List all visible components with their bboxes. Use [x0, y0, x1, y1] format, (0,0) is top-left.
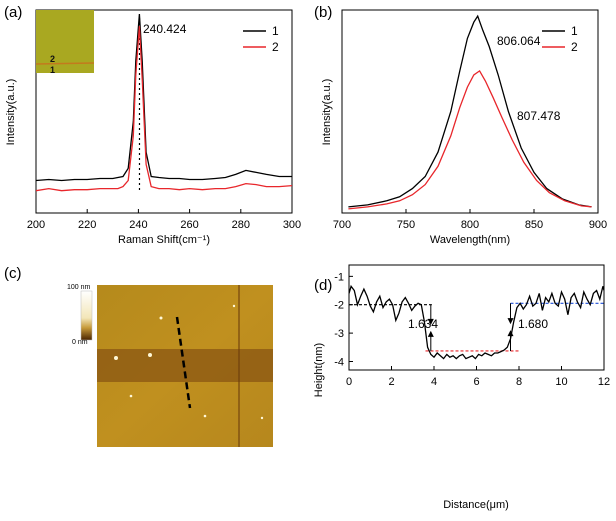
panel-a-y-axis-label: Intensity(a.u.): [5, 79, 17, 146]
afm-particle: [260, 416, 264, 420]
panel-d-plot: [349, 284, 604, 360]
panel-a-plot: [36, 14, 292, 192]
afm-profile-line: [175, 316, 192, 409]
step-arrow-head-up: [507, 330, 514, 337]
panel-c-afm-image: [97, 285, 273, 447]
panel-d-x-ticks: 0 2 4 6 8 10 12: [346, 366, 610, 388]
panel-d-x-axis-label: Distance(μm): [443, 499, 509, 511]
panel-c-colorbar-top-label: 100 nm: [67, 284, 91, 291]
panel-b: (b) 806.064 807.478 1 2 700 750 800 850 900 …: [314, 4, 607, 246]
panel-b-x-tick-label: 700: [333, 219, 351, 231]
panel-a-x-tick-label: 260: [180, 219, 198, 231]
panel-d-y-ticks: -1 -2 -3 -4: [334, 271, 353, 368]
panel-b-x-ticks: 700 750 800 850 900: [333, 209, 607, 231]
inset-label-2: 2: [50, 54, 55, 64]
panel-c-label: (c): [4, 265, 22, 282]
panel-a-peak-annotation: 240.424: [143, 22, 187, 36]
panel-b-annotation-series-2: 807.478: [517, 109, 561, 123]
panel-b-legend-label-2: 2: [571, 40, 578, 54]
panel-d: (d) 1.634 1.680 0 2 4 6 8 10 12 -1 -2 -3 -4 Dista…: [313, 264, 610, 511]
afm-particle: [148, 353, 152, 357]
panel-b-series-1-line: [348, 14, 592, 208]
panel-a-x-axis-label: Raman Shift(cm⁻¹): [118, 234, 210, 246]
inset-label-1: 1: [50, 65, 55, 75]
panel-d-profile-line: [349, 284, 604, 360]
step-arrow-head-down: [507, 318, 514, 325]
afm-particle: [232, 304, 236, 308]
panel-a-x-tick-label: 220: [78, 219, 96, 231]
panel-a-x-ticks: 200 220 240 260 280 300: [27, 209, 301, 231]
panel-d-step-arrow-left: [427, 304, 434, 351]
afm-particle: [203, 414, 207, 418]
panel-b-label: (b): [314, 4, 332, 21]
panel-d-step-annotation-right: 1.680: [518, 317, 548, 331]
inset-flake-edge: [35, 62, 95, 65]
panel-a-x-tick-label: 240: [129, 219, 147, 231]
panel-a: (a) 2 1 240.424 1 2 200 220 240 260 280 300 R…: [4, 4, 301, 246]
panel-b-x-tick-label: 800: [461, 219, 479, 231]
panel-c-colorbar: [80, 290, 93, 341]
panel-d-x-tick-label: 2: [388, 376, 394, 388]
step-arrow-head-down: [427, 318, 434, 325]
panel-d-y-tick-label: -2: [334, 300, 344, 312]
panel-a-x-tick-label: 300: [283, 219, 301, 231]
panel-d-y-tick-label: -1: [334, 271, 344, 283]
panel-b-x-tick-label: 750: [397, 219, 415, 231]
panel-d-frame: [348, 264, 605, 371]
panel-d-y-axis-label: Height(nm): [313, 343, 325, 397]
panel-b-legend-label-1: 1: [571, 24, 578, 38]
panel-d-x-tick-label: 0: [346, 376, 352, 388]
panel-a-inset-image: 2 1: [35, 10, 95, 75]
afm-particle: [159, 316, 163, 320]
panel-d-y-tick-label: -3: [334, 328, 344, 340]
panel-b-series-2-line: [348, 69, 592, 210]
panel-a-legend-label-1: 1: [272, 24, 279, 38]
panel-a-frame: [35, 9, 293, 214]
panel-a-x-tick-label: 200: [27, 219, 45, 231]
panel-a-legend: 1 2: [243, 24, 279, 54]
panel-d-x-tick-label: 6: [473, 376, 479, 388]
panel-d-step-arrow-right: [507, 303, 514, 351]
panel-b-y-axis-label: Intensity(a.u.): [321, 79, 333, 146]
step-arrow-head-up: [427, 330, 434, 337]
afm-particle: [129, 394, 133, 398]
panel-c: (c) 100 nm 0 nm: [4, 265, 273, 447]
panel-d-x-tick-label: 12: [598, 376, 610, 388]
panel-a-label: (a): [4, 4, 22, 21]
afm-particle: [114, 356, 118, 360]
panel-a-legend-label-2: 2: [272, 40, 279, 54]
panel-d-x-tick-label: 4: [431, 376, 437, 388]
panel-a-series-2-line: [36, 26, 292, 192]
panel-b-x-axis-label: Wavelength(nm): [430, 234, 510, 246]
panel-b-annotation-series-1: 806.064: [497, 34, 541, 48]
panel-b-legend: 1 2: [542, 24, 578, 54]
panel-b-x-tick-label: 850: [525, 219, 543, 231]
panel-d-x-tick-label: 10: [555, 376, 567, 388]
panel-b-plot: [348, 14, 592, 210]
panel-c-colorbar-bottom-label: 0 nm: [72, 339, 88, 346]
panel-b-x-tick-label: 900: [589, 219, 607, 231]
panel-d-x-tick-label: 8: [516, 376, 522, 388]
panel-a-x-tick-label: 280: [232, 219, 250, 231]
panel-d-step-annotation-left: 1.634: [408, 317, 438, 331]
panel-d-y-tick-label: -4: [334, 356, 344, 368]
panel-d-label: (d): [314, 277, 332, 294]
